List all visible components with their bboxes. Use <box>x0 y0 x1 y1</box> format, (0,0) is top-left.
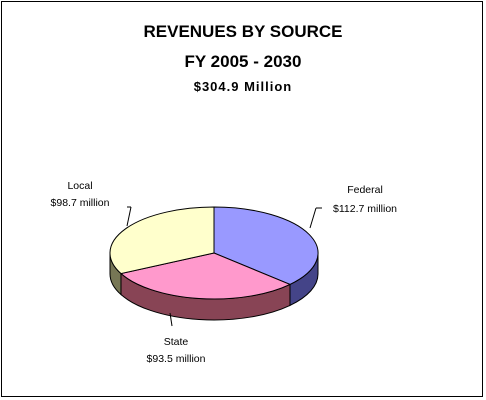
state-leader-line <box>169 312 173 327</box>
pie-slice-federal <box>213 206 319 285</box>
federal-leader-line <box>309 207 317 229</box>
state-name-label: State <box>164 336 189 348</box>
chart-title: REVENUES BY SOURCE <box>143 22 343 41</box>
local-value-label: $98.7 million <box>51 197 110 209</box>
chart-total: $304.9 Million <box>193 79 293 94</box>
state-value-label: $93.5 million <box>147 353 206 365</box>
local-name-label: Local <box>67 180 92 192</box>
chart-subtitle: FY 2005 - 2030 <box>184 52 302 71</box>
local-leader-line <box>126 206 132 227</box>
federal-name-label: Federal <box>347 184 383 196</box>
federal-value-label: $112.7 million <box>333 203 397 215</box>
pie-slice-local <box>109 206 215 275</box>
pie-tops <box>109 206 319 300</box>
